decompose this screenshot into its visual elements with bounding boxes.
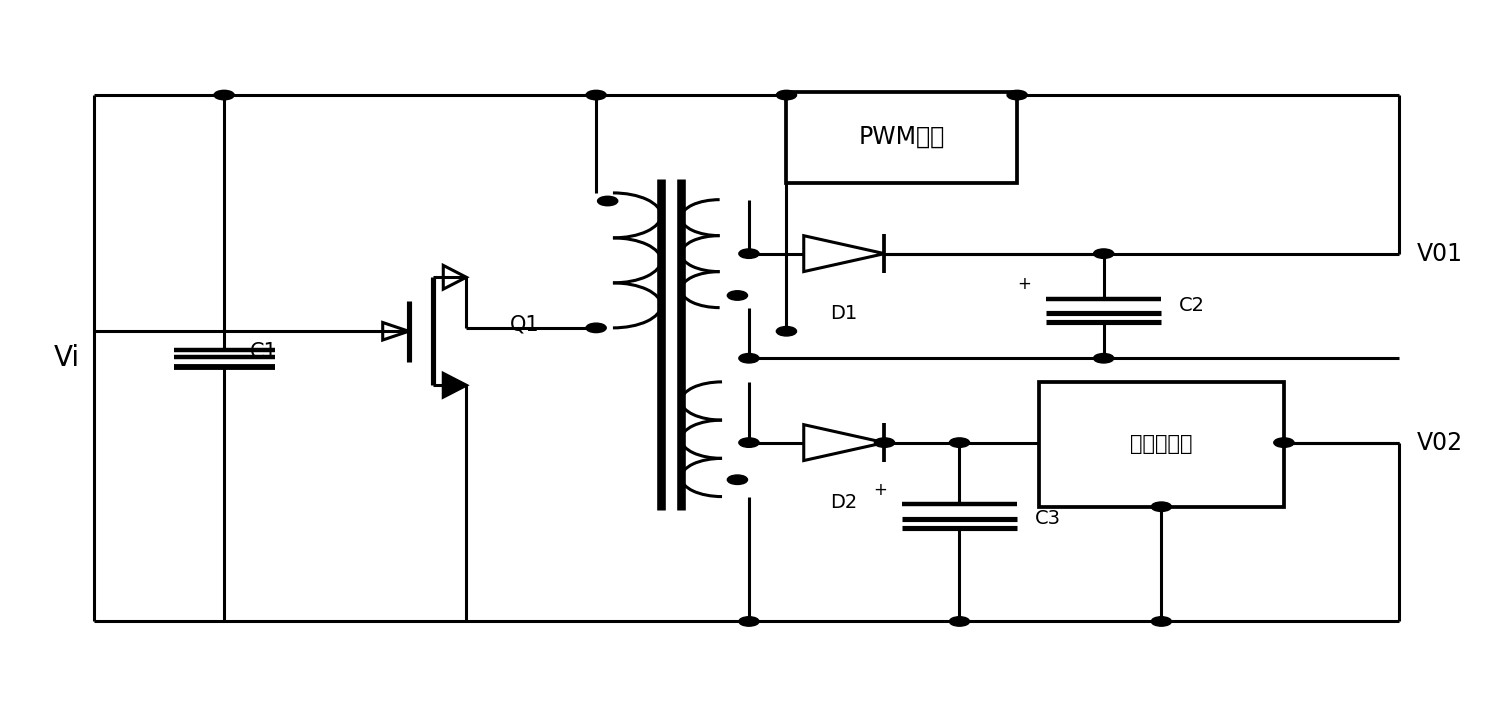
Circle shape bbox=[598, 196, 617, 206]
Circle shape bbox=[586, 323, 607, 333]
Polygon shape bbox=[443, 373, 466, 397]
Text: 线性稳压器: 线性稳压器 bbox=[1130, 434, 1193, 454]
Circle shape bbox=[1093, 354, 1114, 363]
Circle shape bbox=[1151, 502, 1172, 512]
Text: +: + bbox=[1018, 275, 1032, 293]
Circle shape bbox=[739, 354, 759, 363]
Circle shape bbox=[727, 475, 748, 484]
Circle shape bbox=[586, 90, 607, 100]
Text: D2: D2 bbox=[831, 494, 858, 512]
Text: Q1: Q1 bbox=[509, 314, 539, 335]
Text: V01: V01 bbox=[1416, 242, 1463, 266]
FancyBboxPatch shape bbox=[1039, 382, 1284, 507]
Circle shape bbox=[777, 90, 796, 100]
Circle shape bbox=[1006, 90, 1027, 100]
Circle shape bbox=[949, 438, 970, 447]
Text: D1: D1 bbox=[831, 304, 858, 323]
Text: V02: V02 bbox=[1416, 431, 1463, 455]
Circle shape bbox=[949, 617, 970, 626]
Text: C3: C3 bbox=[1035, 509, 1060, 528]
Circle shape bbox=[727, 291, 748, 300]
Circle shape bbox=[1151, 617, 1172, 626]
Text: PWM控制: PWM控制 bbox=[859, 125, 945, 149]
Circle shape bbox=[1274, 438, 1295, 447]
Text: Vi: Vi bbox=[54, 344, 80, 373]
Circle shape bbox=[1093, 249, 1114, 259]
Circle shape bbox=[874, 438, 895, 447]
Text: C2: C2 bbox=[1179, 297, 1205, 316]
Circle shape bbox=[739, 438, 759, 447]
Text: +: + bbox=[874, 481, 888, 499]
Circle shape bbox=[739, 617, 759, 626]
Circle shape bbox=[777, 326, 796, 336]
Circle shape bbox=[739, 249, 759, 259]
FancyBboxPatch shape bbox=[787, 91, 1017, 183]
Circle shape bbox=[213, 90, 234, 100]
Text: C1: C1 bbox=[249, 342, 278, 361]
